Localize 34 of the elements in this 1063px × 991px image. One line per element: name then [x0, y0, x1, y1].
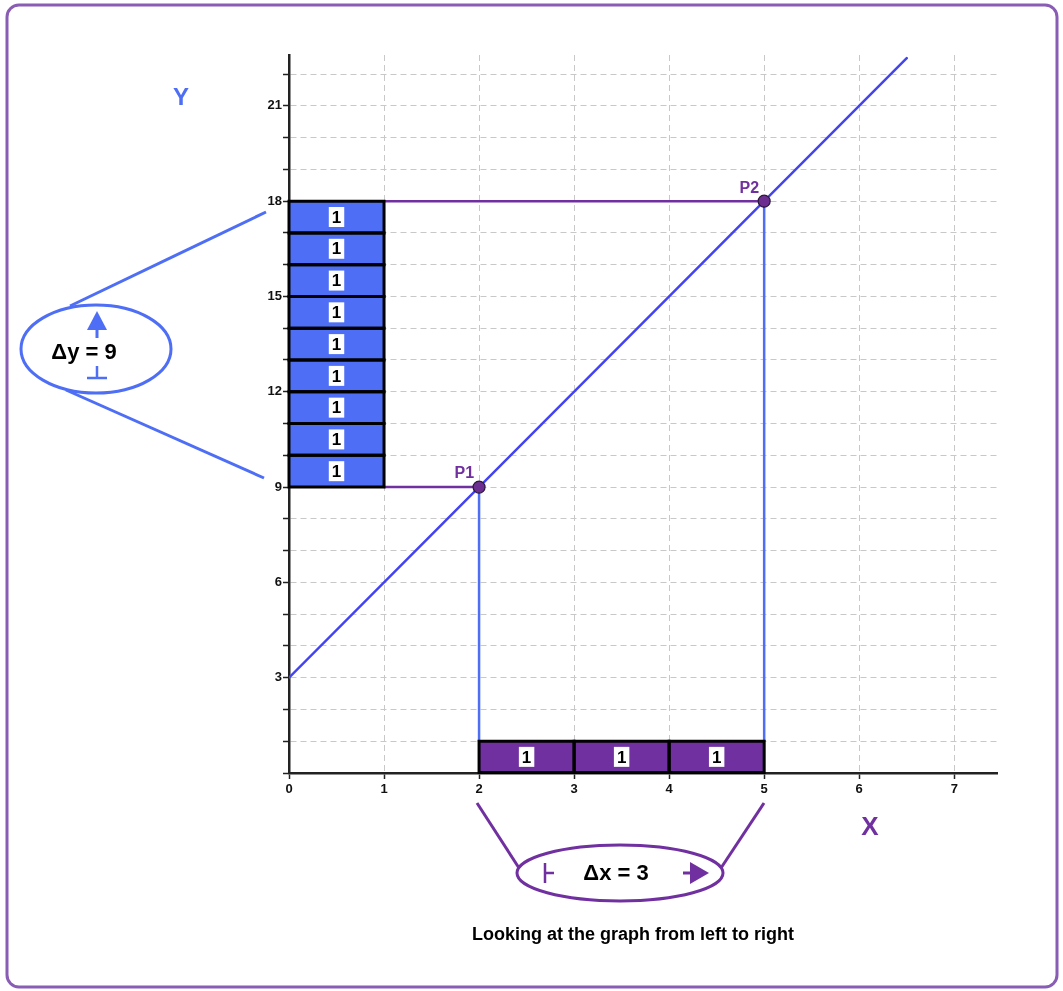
data-label: 1 — [331, 239, 342, 259]
x-tick-label: 3 — [570, 781, 578, 797]
data-label: 1 — [331, 207, 342, 227]
annotation: P2 — [739, 178, 760, 196]
data-label: 1 — [331, 334, 342, 354]
data-label: 1 — [616, 747, 627, 767]
x-tick-label: 5 — [760, 781, 768, 797]
x-tick-label: 4 — [665, 781, 674, 797]
data-label: 1 — [331, 461, 342, 481]
y-tick-label: 15 — [267, 288, 282, 304]
x-axis-title: X — [861, 810, 879, 841]
data-label: 1 — [521, 747, 532, 767]
text: Δy = 9 — [51, 338, 117, 365]
x-tick-label: 6 — [855, 781, 863, 797]
data-label: 1 — [331, 366, 342, 386]
x-tick-label: 7 — [950, 781, 958, 797]
annotation: P1 — [454, 464, 475, 482]
y-tick-label: 6 — [274, 573, 282, 589]
y-tick-label: 9 — [274, 478, 282, 494]
y-axis-title: Y — [172, 82, 190, 111]
data-label: 1 — [331, 398, 342, 418]
x-tick-label: 0 — [285, 781, 293, 797]
text: Looking at the graph from left to right — [472, 924, 794, 945]
x-tick-label: 1 — [380, 781, 388, 797]
data-label: 1 — [331, 303, 342, 323]
text: Δx = 3 — [583, 859, 649, 886]
x-tick-label: 2 — [475, 781, 483, 797]
y-tick-label: 3 — [274, 669, 282, 685]
data-label: 1 — [331, 271, 342, 291]
y-tick-label: 18 — [267, 192, 282, 208]
data-label: 1 — [331, 430, 342, 450]
y-tick-label: 21 — [267, 97, 282, 113]
data-label: 1 — [711, 747, 722, 767]
y-tick-label: 12 — [267, 383, 282, 399]
